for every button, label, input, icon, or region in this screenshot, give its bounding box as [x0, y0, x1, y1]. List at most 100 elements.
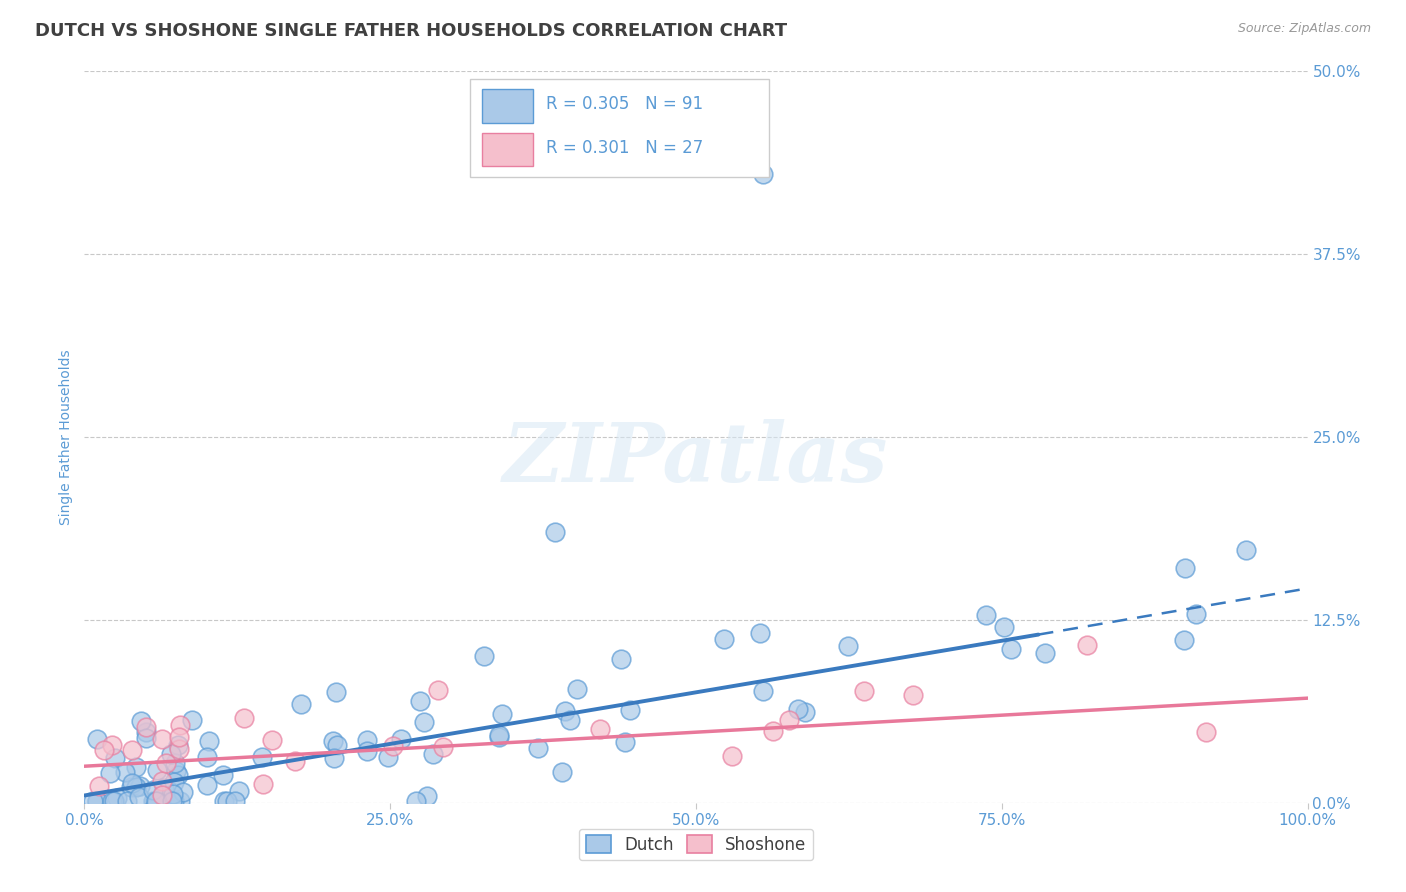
Point: [589, 722, 612, 736]
Point: [232, 711, 254, 725]
Point: [778, 714, 800, 728]
Point: [195, 778, 218, 792]
Point: [212, 794, 235, 808]
Point: [135, 725, 157, 739]
Point: [619, 703, 641, 717]
Point: [752, 167, 775, 181]
Point: [212, 768, 235, 782]
Point: [1195, 724, 1218, 739]
Point: [82, 794, 104, 808]
Point: [120, 780, 142, 794]
Point: [195, 749, 218, 764]
Point: [389, 731, 412, 746]
Point: [903, 688, 925, 702]
Point: [322, 750, 344, 764]
Point: [252, 777, 274, 791]
Point: [382, 739, 405, 753]
Point: [284, 754, 307, 768]
Point: [526, 740, 548, 755]
Point: [377, 749, 399, 764]
Point: [93, 743, 115, 757]
Point: [100, 794, 122, 808]
Point: [142, 794, 165, 808]
Point: [105, 790, 128, 805]
Point: [165, 756, 187, 770]
Point: [128, 789, 150, 804]
Point: [155, 756, 177, 770]
Point: [488, 728, 510, 742]
Point: [290, 697, 312, 711]
Point: [87, 779, 110, 793]
Point: [150, 732, 173, 747]
Point: [166, 768, 188, 782]
Point: [567, 681, 589, 696]
Point: [159, 747, 181, 761]
Point: [228, 783, 250, 797]
Point: [163, 775, 186, 789]
Point: [153, 780, 176, 795]
Point: [426, 682, 449, 697]
Point: [262, 732, 284, 747]
Point: [974, 607, 997, 622]
Text: R = 0.301   N = 27: R = 0.301 N = 27: [546, 139, 703, 157]
Point: [98, 766, 121, 780]
Point: [165, 764, 187, 779]
Point: [852, 684, 875, 698]
Point: [1000, 641, 1022, 656]
Point: [1173, 632, 1195, 647]
FancyBboxPatch shape: [470, 78, 769, 178]
FancyBboxPatch shape: [482, 89, 533, 122]
Point: [1033, 646, 1056, 660]
Point: [415, 789, 437, 803]
Point: [163, 794, 186, 808]
Point: [322, 734, 344, 748]
Point: [794, 706, 817, 720]
Point: [472, 648, 495, 663]
Point: [713, 632, 735, 647]
Point: [721, 748, 744, 763]
Point: [114, 765, 136, 780]
Point: [104, 750, 127, 764]
Point: [145, 794, 167, 808]
Point: [554, 704, 576, 718]
Point: [550, 765, 572, 780]
Point: [544, 525, 567, 540]
Point: [749, 626, 772, 640]
Point: [787, 702, 810, 716]
Point: [198, 733, 221, 747]
Point: [432, 739, 454, 754]
Point: [1184, 607, 1206, 622]
Point: [762, 724, 785, 739]
Point: [408, 693, 430, 707]
Text: DUTCH VS SHOSHONE SINGLE FATHER HOUSEHOLDS CORRELATION CHART: DUTCH VS SHOSHONE SINGLE FATHER HOUSEHOL…: [35, 22, 787, 40]
Point: [145, 794, 167, 808]
Point: [491, 707, 513, 722]
Point: [1234, 543, 1257, 558]
Point: [613, 735, 636, 749]
Legend: Dutch, Shoshone: Dutch, Shoshone: [579, 829, 813, 860]
Point: [167, 742, 190, 756]
Text: ZIPatlas: ZIPatlas: [503, 419, 889, 499]
Point: [422, 747, 444, 761]
Point: [160, 794, 183, 808]
Point: [125, 780, 148, 794]
Point: [135, 720, 157, 734]
Point: [135, 731, 157, 745]
FancyBboxPatch shape: [482, 133, 533, 167]
Point: [356, 732, 378, 747]
Point: [150, 788, 173, 802]
Point: [86, 794, 108, 808]
Point: [142, 782, 165, 797]
Point: [1076, 638, 1098, 652]
Point: [751, 683, 773, 698]
Text: R = 0.305   N = 91: R = 0.305 N = 91: [546, 95, 703, 113]
Point: [172, 785, 194, 799]
Point: [356, 744, 378, 758]
Point: [215, 794, 238, 808]
Point: [121, 776, 143, 790]
Point: [150, 790, 173, 805]
Point: [488, 731, 510, 745]
Point: [145, 794, 167, 808]
Point: [610, 651, 633, 665]
Text: Source: ZipAtlas.com: Source: ZipAtlas.com: [1237, 22, 1371, 36]
